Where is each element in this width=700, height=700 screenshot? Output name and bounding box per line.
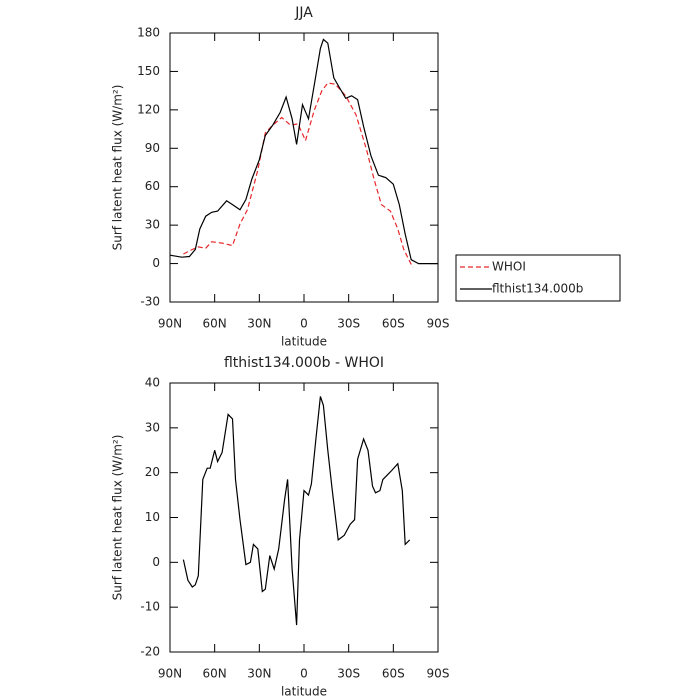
y-tick-label: 90 <box>145 141 160 155</box>
x-tick-label: 90N <box>158 667 182 681</box>
x-tick-label: 30S <box>337 317 360 331</box>
x-tick-label: 60N <box>203 667 227 681</box>
y-tick-label: 10 <box>145 510 160 524</box>
y-tick-label: -20 <box>140 645 160 659</box>
data-line <box>169 38 438 265</box>
legend-box <box>455 254 621 302</box>
legend-label: WHOI <box>492 260 526 274</box>
plot-frame <box>169 382 439 653</box>
x-tick-label: 60N <box>203 317 227 331</box>
x-tick-label: 90N <box>158 317 182 331</box>
x-axis-label: latitude <box>281 685 327 699</box>
y-tick-label: 0 <box>152 256 160 270</box>
x-tick-label: 0 <box>300 317 308 331</box>
y-axis-label: Surf latent heat flux (W/m²) <box>111 85 125 251</box>
y-tick-label: 20 <box>145 465 160 479</box>
y-tick-label: 120 <box>137 102 160 116</box>
y-tick-label: -30 <box>140 295 160 309</box>
chart-title: JJA <box>294 5 313 21</box>
legend-label: flthist134.000b <box>492 282 583 296</box>
plot-frame <box>169 32 439 303</box>
y-tick-label: 30 <box>145 218 160 232</box>
x-tick-label: 60S <box>382 667 405 681</box>
y-tick-label: 180 <box>137 26 160 40</box>
y-tick-label: 0 <box>152 555 160 569</box>
x-tick-label: 90S <box>427 317 450 331</box>
x-tick-label: 0 <box>300 667 308 681</box>
x-tick-label: 30N <box>247 667 271 681</box>
x-axis-label: latitude <box>281 335 327 349</box>
y-tick-label: 30 <box>145 420 160 434</box>
data-line <box>182 396 411 626</box>
x-tick-label: 30N <box>247 317 271 331</box>
chart-title: flthist134.000b - WHOI <box>224 355 384 371</box>
x-tick-label: 60S <box>382 317 405 331</box>
y-tick-label: -10 <box>140 600 160 614</box>
y-tick-label: 40 <box>145 376 160 390</box>
y-tick-label: 150 <box>137 64 160 78</box>
y-tick-label: 60 <box>145 179 160 193</box>
y-axis-label: Surf latent heat flux (W/m²) <box>111 435 125 601</box>
x-tick-label: 30S <box>337 667 360 681</box>
x-tick-label: 90S <box>427 667 450 681</box>
